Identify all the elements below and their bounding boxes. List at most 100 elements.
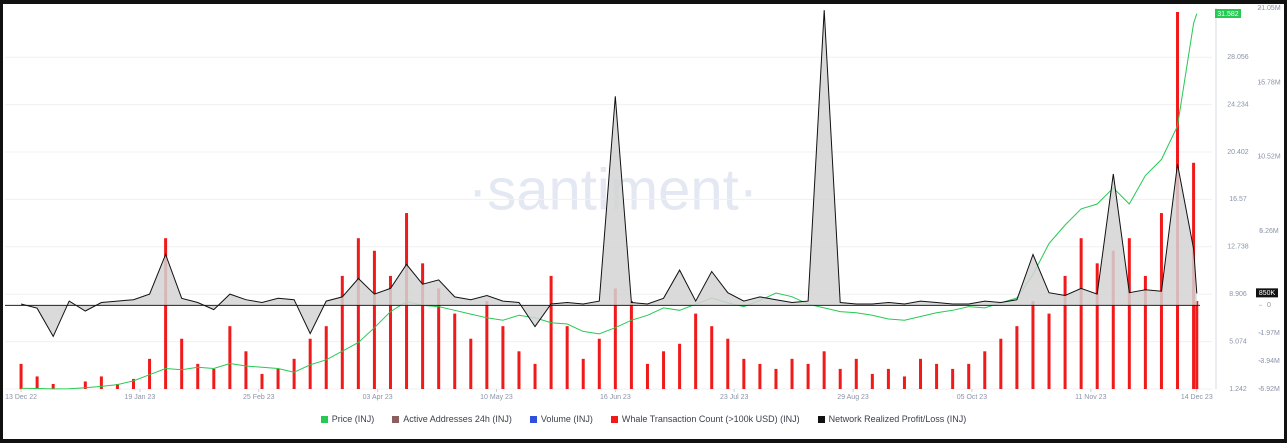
whale-bar: [951, 368, 955, 389]
y2-tick-label: -1.97M: [1258, 330, 1280, 337]
whale-bar: [678, 343, 682, 389]
y-tick-label: 12.738: [1227, 244, 1249, 251]
whale-bar: [115, 383, 119, 389]
whale-bar: [790, 358, 794, 389]
y2-tick-label: 5.26M: [1259, 228, 1279, 235]
whale-bar: [662, 351, 666, 389]
whale-bar: [469, 338, 473, 389]
x-tick-label: 11 Nov 23: [1075, 394, 1106, 401]
y2-tick-label: -3.94M: [1258, 358, 1280, 365]
whale-bar: [308, 338, 312, 389]
whale-bar: [870, 373, 874, 389]
x-tick-label: 14 Dec 23: [1181, 394, 1213, 401]
whale-bar: [372, 250, 376, 389]
whale-bar: [1031, 301, 1035, 389]
whale-bar: [1127, 238, 1131, 389]
x-tick-label: 16 Jun 23: [600, 394, 631, 401]
legend-label: Network Realized Profit/Loss (INJ): [828, 414, 967, 424]
whale-bar: [421, 263, 425, 389]
whale-bar: [517, 351, 521, 389]
whale-bar: [164, 238, 168, 389]
whale-bar: [1015, 326, 1019, 389]
x-tick-label: 29 Aug 23: [837, 394, 869, 401]
legend-label: Volume (INJ): [540, 414, 593, 424]
legend-item[interactable]: Volume (INJ): [529, 414, 593, 424]
y-tick-label: 16.57: [1229, 196, 1247, 203]
x-tick-label: 03 Apr 23: [363, 394, 393, 401]
legend-swatch: [392, 415, 400, 423]
whale-bar: [1047, 313, 1051, 389]
legend-swatch: [320, 415, 328, 423]
legend-item[interactable]: Network Realized Profit/Loss (INJ): [817, 414, 967, 424]
chart-frame: ·santiment· 1.2425.0748.90612.73816.5720…: [3, 4, 1284, 439]
whale-bar: [983, 351, 987, 389]
y-tick-label: 1.242: [1229, 386, 1247, 393]
legend: Price (INJ) Active Addresses 24h (INJ) Vol…: [3, 414, 1284, 424]
chart: ·santiment· 1.2425.0748.90612.73816.5720…: [5, 5, 1281, 401]
whale-bar: [726, 338, 730, 389]
x-tick-label: 05 Oct 23: [957, 394, 987, 401]
whale-bar: [967, 363, 971, 389]
whale-bar: [597, 338, 601, 389]
whale-bar: [533, 363, 537, 389]
whale-bar: [324, 326, 328, 389]
whale-bar: [485, 301, 489, 389]
legend-label: Active Addresses 24h (INJ): [403, 414, 512, 424]
whale-bar: [758, 363, 762, 389]
legend-item[interactable]: Whale Transaction Count (>100k USD) (INJ…: [610, 414, 800, 424]
whale-bar: [838, 368, 842, 389]
whale-bar: [1143, 275, 1147, 389]
whale-bar: [935, 363, 939, 389]
last-value-label: 850K: [1259, 290, 1276, 297]
whale-bar: [854, 358, 858, 389]
whale-bar: [902, 376, 906, 389]
whale-bar: [501, 326, 505, 389]
whale-bar: [99, 376, 103, 389]
whale-bar: [919, 358, 923, 389]
whale-bar: [1111, 250, 1115, 389]
whale-bar: [276, 368, 280, 389]
whale-bar: [581, 358, 585, 389]
last-value-box: [1256, 288, 1278, 298]
whale-bar: [131, 378, 135, 389]
price-line: [21, 13, 1198, 390]
y-tick-label: 20.402: [1227, 149, 1249, 156]
y2-tick-label: 15.78M: [1257, 79, 1281, 86]
whale-bar: [437, 288, 441, 389]
whale-bar: [1095, 263, 1099, 389]
y-tick-label: 8.906: [1229, 291, 1247, 298]
y2-tick-label: 10.52M: [1257, 154, 1281, 161]
legend-label: Whale Transaction Count (>100k USD) (INJ…: [621, 414, 800, 424]
whale-bar: [999, 338, 1003, 389]
whale-bar: [742, 358, 746, 389]
whale-bar: [340, 275, 344, 389]
pnl-line: [20, 10, 1198, 338]
x-tick-label: 19 Jan 23: [125, 394, 156, 401]
last-value-label: 31.582: [1217, 11, 1239, 18]
whale-bar: [806, 363, 810, 389]
whale-bar: [212, 368, 216, 389]
last-value-box: [1215, 9, 1241, 18]
y-tick-label: 28.056: [1227, 54, 1249, 61]
legend-label: Price (INJ): [331, 414, 375, 424]
x-tick-label: 13 Dec 22: [5, 394, 37, 401]
whale-bar: [356, 238, 360, 389]
y2-tick-label: 21.05M: [1257, 5, 1281, 12]
y-tick-label: 24.234: [1227, 101, 1249, 108]
legend-swatch: [529, 415, 537, 423]
x-tick-label: 25 Feb 23: [243, 394, 275, 401]
whale-bar: [196, 363, 200, 389]
whale-bar: [35, 376, 39, 389]
x-tick-label: 23 Jul 23: [720, 394, 749, 401]
whale-bar: [886, 368, 890, 389]
whale-bar: [228, 326, 232, 389]
legend-item[interactable]: Price (INJ): [320, 414, 375, 424]
whale-bar: [83, 381, 87, 389]
whale-bar: [388, 275, 392, 389]
whale-bar: [549, 275, 553, 389]
whale-bar: [645, 363, 649, 389]
whale-bar: [565, 326, 569, 389]
legend-item[interactable]: Active Addresses 24h (INJ): [392, 414, 512, 424]
whale-bar: [1195, 301, 1199, 389]
